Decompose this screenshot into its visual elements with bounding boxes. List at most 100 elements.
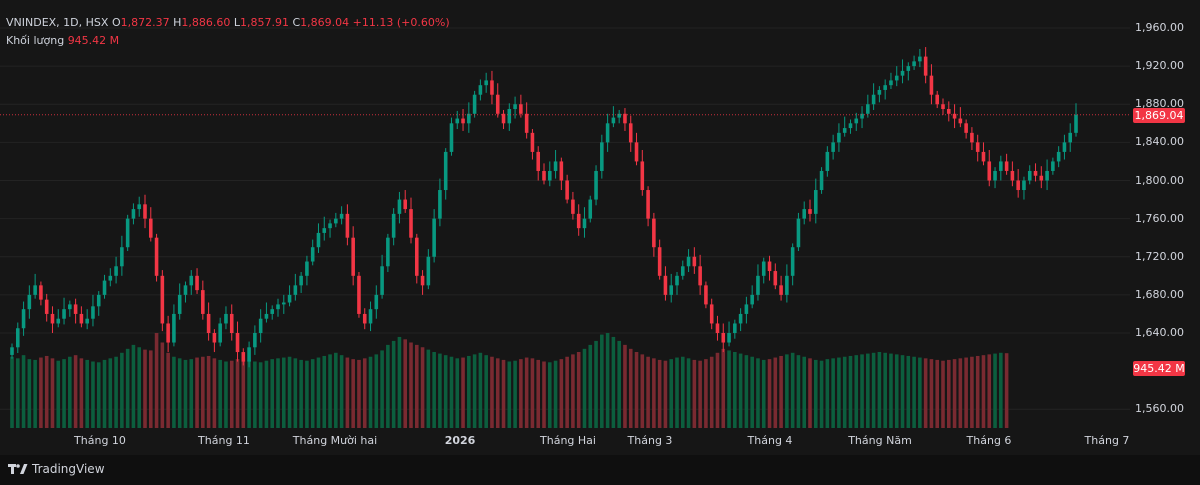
volume-bar	[669, 359, 674, 428]
candle-body	[1051, 161, 1055, 171]
candle-body	[750, 294, 754, 305]
candle-body	[1016, 180, 1020, 191]
candle-body	[357, 275, 361, 314]
candle-body	[935, 94, 940, 105]
candle-body	[709, 304, 714, 324]
candle-body	[432, 218, 436, 257]
candle-body	[912, 61, 916, 67]
volume-label: Khối lượng	[6, 34, 65, 47]
candle-body	[10, 347, 14, 355]
volume-bar	[553, 360, 558, 428]
candle-body	[715, 323, 720, 333]
candle-body	[368, 309, 373, 324]
price-tick-label: 1,960.00	[1135, 21, 1184, 34]
volume-bar	[964, 357, 968, 428]
candle-body	[264, 313, 269, 319]
candle-body	[952, 113, 957, 119]
candle-body	[1010, 170, 1015, 181]
volume-bar	[779, 355, 783, 428]
time-tick-label: Tháng Năm	[848, 434, 912, 447]
price-chart-svg[interactable]	[0, 0, 1200, 455]
candle-body	[166, 323, 170, 343]
candle-body	[148, 218, 153, 238]
volume-bar	[91, 361, 95, 428]
candle-body	[970, 132, 974, 143]
volume-bar	[287, 356, 292, 428]
candle-body	[958, 118, 963, 124]
volume-bar	[10, 356, 14, 428]
candle-body	[623, 113, 627, 124]
volume-bar	[663, 360, 668, 428]
candle-body	[530, 132, 535, 152]
candle-body	[114, 266, 118, 276]
candle-body	[334, 218, 338, 224]
candle-body	[189, 275, 194, 286]
candle-body	[397, 199, 402, 214]
candle-body	[1068, 132, 1073, 143]
volume-bar	[96, 362, 101, 428]
candle-body	[96, 294, 101, 307]
candle-body	[611, 117, 616, 124]
volume-bar	[1004, 353, 1009, 428]
volume-bar	[212, 358, 217, 428]
volume-bar	[946, 359, 951, 428]
candle-body	[1062, 142, 1067, 152]
volume-bar	[738, 353, 743, 428]
candle-body	[73, 304, 78, 314]
volume-bar	[351, 359, 355, 428]
price-tick-label: 1,800.00	[1135, 173, 1184, 187]
candle-body	[276, 304, 280, 310]
candle-body	[848, 123, 853, 129]
symbol-label: VNINDEX, 1D, HSX	[6, 16, 109, 29]
volume-bar	[102, 359, 107, 428]
candle-body	[391, 213, 396, 238]
volume-bar	[912, 356, 916, 428]
volume-bar	[582, 348, 587, 428]
volume-bar	[686, 358, 691, 428]
volume-bar	[790, 352, 795, 428]
candle-body	[484, 80, 488, 86]
candle-body	[993, 170, 997, 181]
volume-bar	[900, 355, 905, 428]
candle-body	[270, 309, 275, 314]
candle-body	[1004, 161, 1009, 171]
candle-body	[507, 109, 512, 124]
volume-bar	[443, 355, 448, 428]
volume-bar	[235, 359, 240, 428]
volume-bar	[120, 352, 124, 428]
candle-body	[588, 199, 593, 219]
candle-body	[501, 113, 506, 124]
volume-bar	[680, 356, 685, 428]
candle-body	[946, 109, 951, 114]
candle-body	[108, 275, 113, 281]
candle-body	[1022, 180, 1026, 191]
candle-body	[44, 299, 49, 314]
volume-bar	[871, 352, 876, 428]
volume-bar	[733, 352, 737, 428]
volume-bar	[195, 357, 199, 428]
volume-bar	[420, 347, 425, 428]
candle-body	[218, 323, 222, 343]
volume-legend: Khối lượng 945.42 M	[6, 34, 119, 47]
candle-body	[449, 123, 454, 152]
candle-body	[102, 280, 107, 295]
volume-bar	[519, 359, 523, 428]
candle-body	[224, 313, 228, 324]
candle-body	[686, 256, 691, 267]
candle-body	[617, 113, 621, 118]
candle-body	[154, 237, 159, 276]
candle-body	[293, 285, 298, 295]
chart-pane[interactable]: VNINDEX, 1D, HSX O1,872.37 H1,886.60 L1,…	[0, 0, 1200, 455]
volume-bar	[750, 356, 754, 428]
volume-bar	[813, 359, 818, 428]
volume-bar	[177, 358, 182, 428]
volume-bar	[970, 356, 974, 428]
candle-body	[472, 94, 477, 114]
volume-bar	[241, 358, 246, 428]
volume-bar	[993, 353, 997, 428]
tradingview-logo[interactable]: TradingView	[8, 461, 105, 477]
time-tick-label: Tháng Hai	[540, 434, 596, 447]
candle-body	[1027, 170, 1032, 181]
candle-body	[600, 142, 604, 171]
volume-bar	[744, 355, 749, 428]
